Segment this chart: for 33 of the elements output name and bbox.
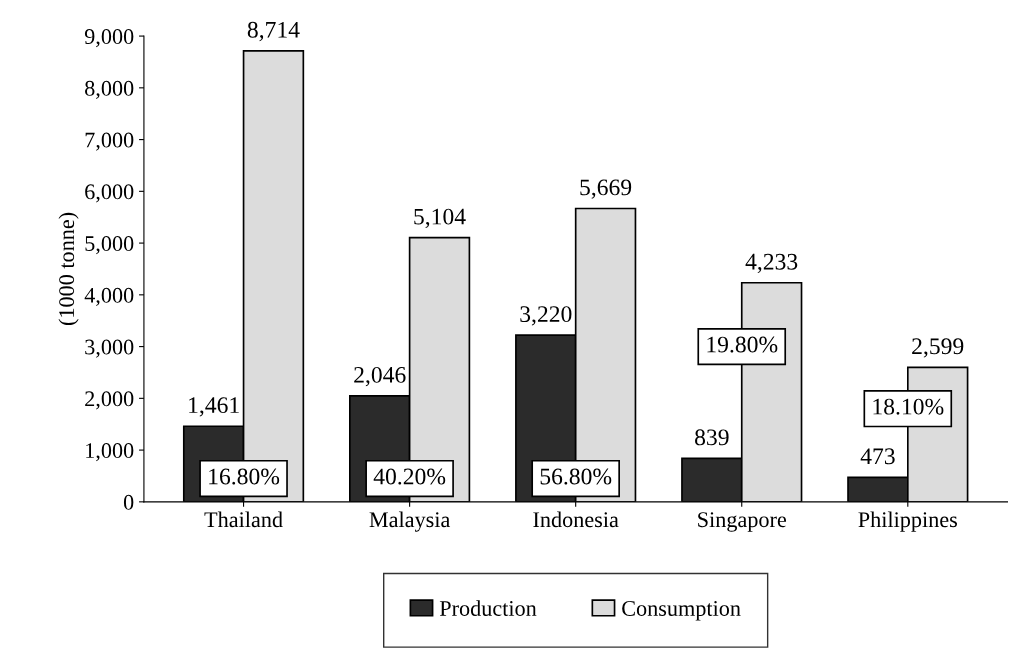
y-tick-label: 4,000 xyxy=(84,287,134,306)
y-axis-title: (1000 tonne) xyxy=(58,212,79,326)
data-label: 3,220 xyxy=(520,306,572,326)
data-label: 8,714 xyxy=(247,21,300,42)
x-tick-label: Thailand xyxy=(204,511,283,528)
y-tick-label: 8,000 xyxy=(85,80,134,99)
y-tick-label: 6,000 xyxy=(85,184,134,203)
data-label: 5,104 xyxy=(414,208,466,228)
data-label: 473 xyxy=(860,448,895,465)
y-tick-label: 5,000 xyxy=(85,236,134,255)
x-tick-label: Indonesia xyxy=(533,511,619,528)
x-tick-label: Philippines xyxy=(858,511,957,532)
annotation: 16.80% xyxy=(209,468,280,485)
y-tick-label: 1,000 xyxy=(86,443,134,462)
data-label: 4,233 xyxy=(745,253,798,274)
y-tick-label: 2,000 xyxy=(85,391,134,410)
data-label: 2,046 xyxy=(354,366,406,387)
annotation: 40.20% xyxy=(373,468,446,485)
legend-label: Consumption xyxy=(622,601,741,621)
y-tick-label: 9,000 xyxy=(84,29,134,48)
y-tick-label: 0 xyxy=(123,494,134,510)
annotation: 19.80% xyxy=(707,336,778,353)
data-label: 839 xyxy=(695,429,729,446)
y-tick-label: 3,000 xyxy=(85,339,134,358)
annotation: 56.80% xyxy=(540,468,612,485)
annotation: 18.10% xyxy=(873,398,944,415)
data-label: 2,599 xyxy=(912,338,964,358)
y-tick-label: 7,000 xyxy=(85,132,134,151)
x-tick-label: Singapore xyxy=(698,512,787,532)
data-label: 1,461 xyxy=(189,397,239,417)
x-tick-label: Malaysia xyxy=(369,511,451,532)
legend-label: Production xyxy=(439,600,537,616)
data-label: 5,669 xyxy=(580,179,632,199)
